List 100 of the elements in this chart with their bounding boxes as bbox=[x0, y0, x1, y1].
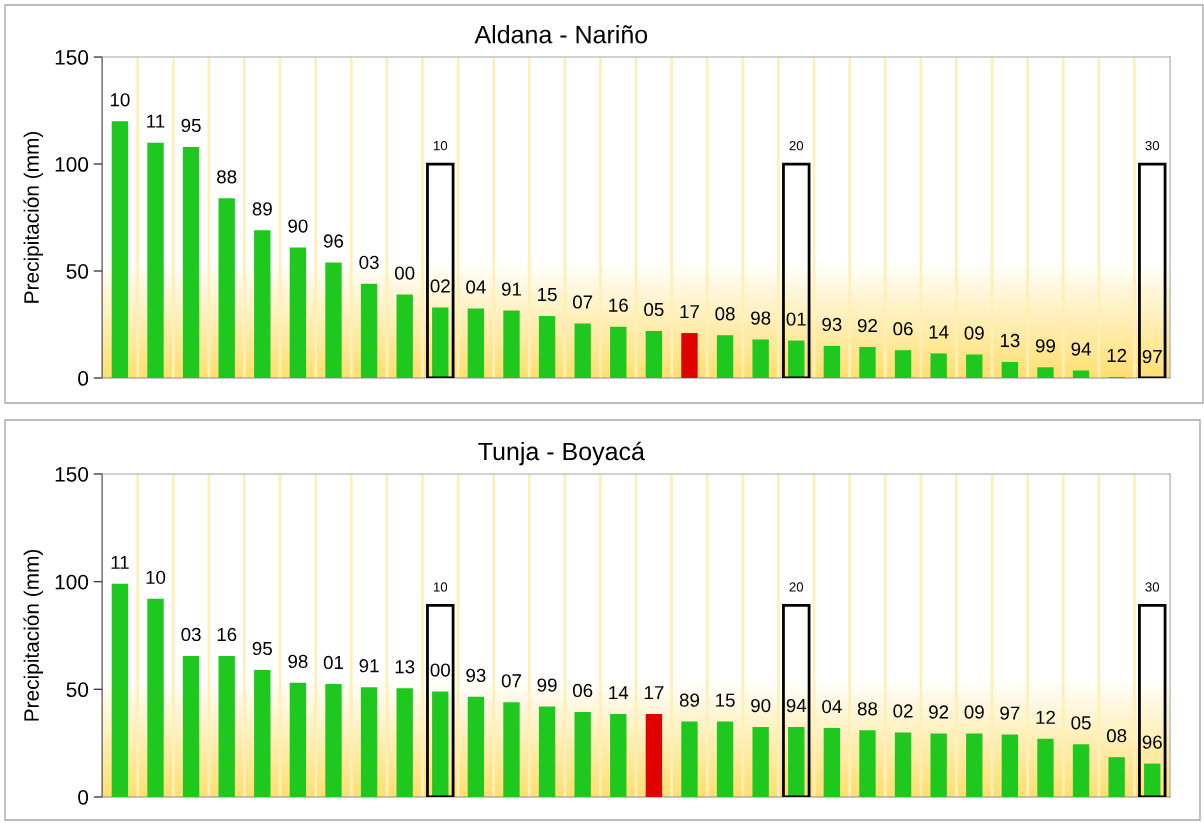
x-tick-label: 89 bbox=[252, 202, 272, 216]
x-tick-label: 92 bbox=[857, 318, 877, 333]
bar bbox=[432, 307, 449, 378]
annotation: 10 bbox=[433, 582, 448, 592]
y-tick-label: 50 bbox=[66, 264, 89, 279]
x-tick-label: 07 bbox=[572, 295, 593, 309]
bar bbox=[111, 583, 129, 797]
bar bbox=[182, 655, 200, 797]
bar bbox=[859, 730, 876, 797]
x-tick-label: 17 bbox=[680, 305, 699, 319]
x-tick-label: 90 bbox=[288, 219, 308, 233]
x-tick-label: 13 bbox=[1000, 333, 1020, 348]
bar bbox=[716, 335, 734, 378]
bar bbox=[823, 728, 841, 797]
bar bbox=[360, 283, 378, 378]
bar bbox=[966, 354, 983, 378]
bar bbox=[1037, 367, 1054, 378]
x-tick-label: 92 bbox=[929, 705, 949, 719]
x-tick-label: 09 bbox=[964, 326, 984, 340]
bar bbox=[823, 345, 841, 378]
x-tick-label: 01 bbox=[786, 312, 806, 326]
bar bbox=[610, 714, 627, 797]
chart-title: Tunja - Boyacá bbox=[478, 441, 645, 466]
y-tick-label: 100 bbox=[55, 157, 89, 172]
bar bbox=[788, 340, 805, 378]
annotation: 20 bbox=[789, 582, 804, 592]
bar bbox=[111, 121, 129, 378]
bar bbox=[1001, 734, 1019, 797]
y-axis-title: Precipitación (mm) bbox=[23, 131, 44, 303]
annotation: 20 bbox=[789, 140, 804, 151]
bar bbox=[325, 262, 342, 378]
bar bbox=[752, 339, 769, 378]
annotation: 30 bbox=[1145, 140, 1160, 151]
bar bbox=[1144, 763, 1161, 797]
bar bbox=[645, 714, 663, 797]
x-tick-label: 05 bbox=[1071, 716, 1091, 730]
bar bbox=[538, 706, 556, 797]
bar bbox=[432, 691, 449, 797]
annotation: 30 bbox=[1145, 582, 1160, 592]
bar bbox=[1108, 757, 1125, 797]
bar bbox=[1072, 744, 1090, 797]
bar bbox=[218, 198, 235, 378]
bar bbox=[254, 230, 271, 378]
x-tick-label: 15 bbox=[538, 288, 557, 302]
bar bbox=[360, 687, 378, 797]
x-tick-label: 11 bbox=[111, 555, 129, 569]
bar bbox=[289, 682, 307, 797]
bar bbox=[396, 294, 413, 378]
x-tick-label: 09 bbox=[964, 705, 984, 719]
x-tick-label: 93 bbox=[466, 668, 486, 683]
bar bbox=[426, 603, 455, 797]
x-tick-label: 06 bbox=[893, 322, 913, 336]
bar bbox=[218, 655, 235, 797]
x-tick-label: 14 bbox=[929, 325, 949, 339]
x-tick-label: 88 bbox=[217, 170, 237, 184]
bar bbox=[930, 353, 947, 378]
x-tick-label: 93 bbox=[822, 317, 842, 332]
x-tick-label: 00 bbox=[394, 266, 415, 280]
x-tick-label: 94 bbox=[1071, 342, 1091, 356]
x-tick-label: 03 bbox=[181, 627, 201, 642]
x-tick-label: 90 bbox=[751, 698, 771, 713]
x-tick-label: 04 bbox=[822, 699, 842, 714]
bar bbox=[467, 308, 485, 378]
bar bbox=[681, 721, 698, 797]
bar bbox=[1138, 603, 1167, 797]
bar bbox=[503, 310, 520, 378]
x-tick-label: 13 bbox=[395, 660, 415, 674]
bar bbox=[467, 696, 485, 797]
x-tick-label: 89 bbox=[679, 693, 700, 707]
bar bbox=[894, 732, 912, 797]
bar bbox=[610, 326, 627, 378]
x-tick-label: 04 bbox=[466, 280, 486, 294]
y-tick-label: 150 bbox=[55, 50, 89, 65]
annotation: 10 bbox=[433, 140, 448, 151]
x-tick-label: 05 bbox=[644, 302, 664, 317]
x-tick-label: 98 bbox=[288, 654, 308, 669]
bar bbox=[1037, 738, 1054, 797]
y-tick-label: 150 bbox=[55, 466, 89, 482]
bar bbox=[426, 162, 455, 378]
x-tick-label: 06 bbox=[572, 683, 593, 698]
bar bbox=[574, 323, 591, 378]
x-tick-label: 07 bbox=[501, 674, 521, 688]
x-tick-label: 95 bbox=[181, 118, 201, 133]
x-tick-label: 91 bbox=[359, 659, 379, 673]
bar bbox=[147, 142, 164, 378]
bar bbox=[782, 603, 811, 797]
bar bbox=[182, 146, 200, 378]
bar bbox=[859, 346, 876, 378]
bar bbox=[1138, 162, 1167, 378]
x-tick-label: 16 bbox=[217, 627, 237, 642]
bar bbox=[930, 733, 947, 797]
x-tick-label: 14 bbox=[609, 686, 629, 700]
bar bbox=[782, 162, 811, 378]
x-tick-label: 03 bbox=[359, 255, 379, 270]
x-tick-label: 11 bbox=[147, 114, 165, 128]
x-tick-label: 99 bbox=[1035, 339, 1055, 353]
x-tick-label: 00 bbox=[430, 663, 450, 677]
bar bbox=[396, 688, 413, 797]
bar bbox=[681, 333, 698, 378]
chart-title: Aldana - Nariño bbox=[474, 25, 648, 44]
